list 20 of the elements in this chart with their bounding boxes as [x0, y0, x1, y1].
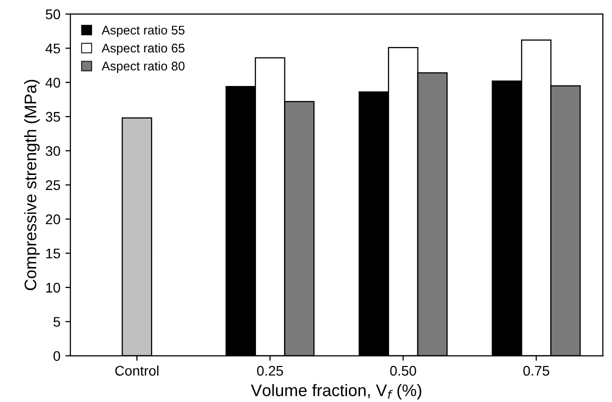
legend-label: Aspect ratio 80: [102, 61, 185, 73]
x-tick-label: 0.25: [257, 366, 283, 376]
y-tick-label: 20: [46, 214, 60, 224]
y-axis-title: Compressive strength (MPa): [24, 80, 40, 290]
y-tick-label: 50: [46, 9, 60, 20]
y-tick-label: 45: [46, 44, 60, 54]
x-tick-label: 0.50: [390, 366, 416, 376]
y-tick-label: 25: [46, 180, 60, 190]
x-tick-label: Control: [115, 365, 158, 376]
y-tick-label: 40: [46, 78, 60, 88]
y-tick-label: 30: [46, 146, 60, 156]
y-tick-label: 10: [46, 282, 60, 293]
x-tick-label: 0.75: [523, 366, 550, 376]
legend-label: Aspect ratio 55: [102, 25, 184, 38]
y-tick-label: 5: [53, 317, 60, 327]
y-tick-label: 0: [53, 351, 60, 361]
y-tick-label: 35: [46, 112, 60, 122]
y-tick-label: 15: [46, 248, 60, 258]
x-axis-title: Volume fraction, V$_{f}$ (%): [250, 384, 422, 400]
legend-label: Aspect ratio 65: [102, 43, 184, 56]
